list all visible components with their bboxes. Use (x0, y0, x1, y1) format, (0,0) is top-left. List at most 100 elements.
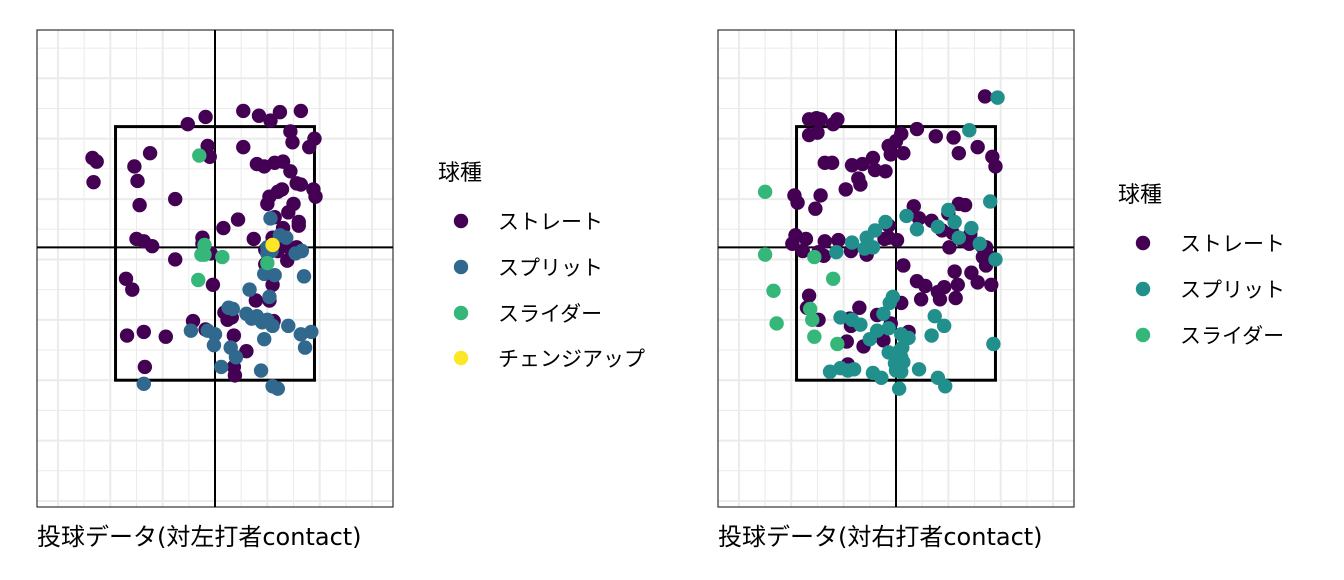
pitch-point (127, 159, 142, 174)
pitch-point (831, 232, 846, 248)
pitch-point (853, 317, 868, 332)
pitch-point (977, 89, 993, 104)
pitch-point (260, 312, 275, 328)
pitch-point (808, 201, 823, 216)
pitch-point (938, 379, 953, 394)
pitch-point (206, 337, 222, 353)
legend-label: チェンジアップ (498, 347, 645, 371)
pitch-point (990, 90, 1005, 105)
legend-key (453, 259, 469, 275)
pitch-point (824, 155, 840, 171)
pitch-point (246, 231, 261, 247)
pitch-point (909, 121, 925, 137)
pitch-point (829, 244, 844, 260)
pitch-point (272, 104, 288, 120)
pitch-point (951, 230, 967, 245)
pitch-point (769, 316, 784, 331)
pitch-point (132, 197, 147, 213)
pitch-point (297, 340, 313, 355)
pitch-point (930, 219, 946, 235)
pitch-point (896, 145, 911, 161)
pitch-point (830, 336, 845, 352)
pitch-point (888, 133, 904, 149)
pitch-point (795, 243, 811, 259)
legend-key (453, 350, 469, 366)
pitch-point (180, 116, 195, 132)
pitch-point (207, 327, 223, 342)
pitch-point (975, 249, 991, 265)
legend-key (453, 213, 469, 229)
pitch-point (263, 113, 278, 128)
pitch-point (216, 220, 231, 236)
pitch-point (279, 230, 294, 245)
pitch-point (936, 318, 952, 334)
pitch-point (913, 292, 929, 307)
pitch-point (263, 211, 278, 226)
pitch-point (865, 150, 881, 166)
pitch-point (270, 381, 286, 396)
pitch-point (962, 123, 977, 138)
pitch-point (757, 247, 773, 262)
pitch-point (951, 145, 967, 161)
pitch-point (957, 197, 973, 213)
pitch-point (267, 267, 282, 283)
pitch-point (89, 154, 104, 169)
pitch-point (846, 362, 862, 377)
pitch-point (805, 312, 820, 328)
pitch-point (202, 149, 217, 164)
pitch-point (825, 271, 841, 286)
legend: 球種 ストレート スプリット スライダー (1118, 183, 1285, 348)
pitch-point (192, 148, 207, 163)
pitch-point (293, 103, 309, 119)
pitch-point (881, 321, 896, 336)
pitch-point (801, 288, 817, 303)
pitch-point (891, 381, 907, 396)
pitch-point (168, 252, 183, 267)
pitch-point (214, 359, 229, 375)
pitch-point (885, 289, 901, 305)
pitch-point (183, 323, 199, 338)
pitch-point (221, 300, 236, 315)
legend-title: 球種 (438, 161, 482, 186)
pitch-point (142, 145, 158, 161)
pitch-point (984, 277, 999, 293)
pitch-point (948, 290, 963, 306)
pitch-point (833, 310, 848, 325)
pitch-point (988, 159, 1003, 174)
pitch-point (283, 164, 298, 179)
pitch-point (970, 275, 985, 290)
pitch-point (785, 236, 800, 251)
pitch-point (296, 269, 312, 284)
pitch-point (928, 129, 943, 144)
legend-title: 球種 (1118, 183, 1162, 208)
pitch-point (215, 249, 230, 265)
pitch-point (308, 189, 323, 204)
pitch-point (257, 266, 272, 282)
pitch-point (130, 173, 145, 189)
legend-label: ストレート (498, 210, 603, 234)
pitch-point (869, 323, 885, 338)
pitch-point (867, 162, 883, 178)
pitch-point (852, 300, 867, 315)
pitch-point (118, 271, 134, 286)
pitch-point (817, 234, 832, 249)
legend-label: ストレート (1180, 232, 1285, 256)
pitch-point (936, 280, 952, 295)
pitch-point (226, 328, 242, 343)
x-axis-label: 投球データ(対左打者contact) (37, 523, 362, 551)
pitch-point (205, 277, 221, 293)
pitch-point (983, 194, 998, 209)
pitch-point (242, 282, 257, 297)
pitch-point (972, 236, 987, 251)
pitch-point (260, 196, 275, 212)
pitch-point (851, 171, 866, 186)
pitch-point (125, 282, 140, 297)
pitch-point (911, 362, 927, 377)
pitch-point (830, 112, 845, 127)
pitch-point (293, 177, 309, 192)
pitch-point (274, 182, 290, 197)
right-batter-panel (717, 29, 1075, 508)
strike-zone (114, 125, 316, 382)
